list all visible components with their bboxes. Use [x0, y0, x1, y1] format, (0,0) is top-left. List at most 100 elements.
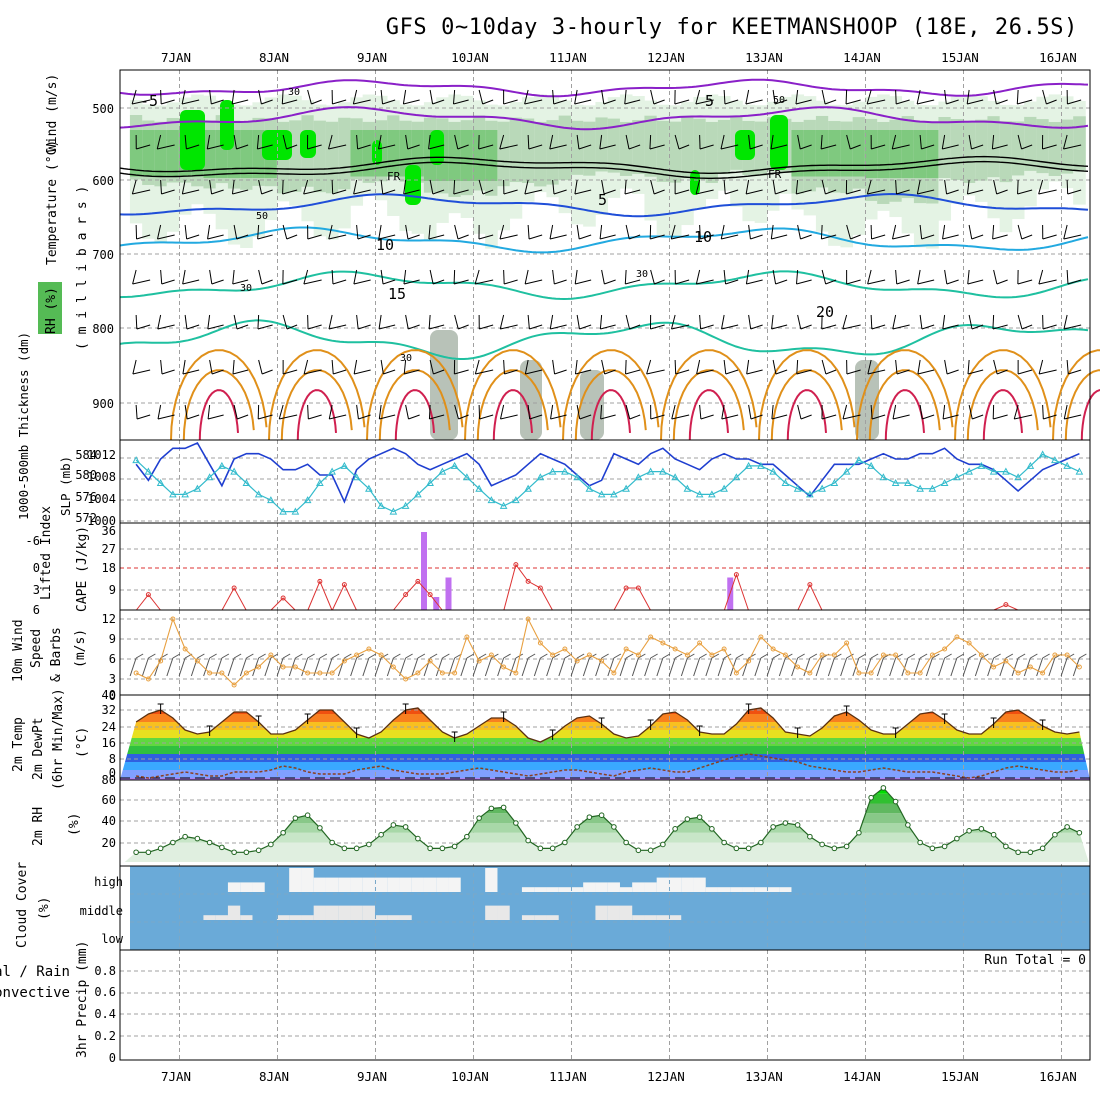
- rh-high-fill: [262, 130, 292, 160]
- wind-barb: [232, 189, 249, 195]
- date-label: 11JAN: [549, 50, 587, 65]
- wind-barb: [233, 224, 238, 240]
- cloud-high-bar: [546, 887, 559, 892]
- wind-barb: [720, 134, 725, 150]
- rh-marker: [611, 824, 617, 830]
- thickness-marker: [708, 490, 716, 498]
- wind-barb: [720, 144, 739, 150]
- thickness-marker: [193, 484, 202, 492]
- wind-barb: [478, 89, 484, 105]
- wind-barb: [261, 99, 273, 105]
- temp-contour: [296, 389, 337, 441]
- wind-barb: [867, 189, 886, 195]
- rh-marker: [1027, 849, 1034, 856]
- thickness-marker: [144, 467, 153, 475]
- wind-axis-unit: (m/s): [73, 629, 88, 668]
- wind-speed-marker: [635, 652, 641, 658]
- rh-marker: [537, 845, 544, 852]
- wind-tick: 9: [109, 632, 116, 646]
- wind-barb: [917, 369, 935, 375]
- wind-barb: [772, 269, 777, 285]
- wind-speed-marker: [942, 646, 948, 652]
- wind-barb: [656, 657, 664, 677]
- wind-barb: [132, 359, 137, 375]
- wind-barb: [380, 359, 384, 375]
- wind-barb: [946, 279, 959, 285]
- wind-barb: [504, 369, 518, 375]
- thickness-marker: [720, 484, 728, 492]
- cloud-middle-bar: [497, 905, 510, 920]
- rh-high-fill: [220, 100, 234, 150]
- temp-contour: [119, 319, 1089, 360]
- wind-barb: [184, 314, 188, 330]
- wind-barb: [625, 224, 630, 240]
- date-label: 14JAN: [843, 1069, 881, 1084]
- wind-barb: [303, 189, 322, 195]
- wind-barb: [354, 369, 371, 375]
- temp-contour: [198, 389, 239, 441]
- wind-barb: [331, 269, 334, 285]
- wind-barb: [1030, 653, 1038, 659]
- wind-barb: [992, 314, 995, 330]
- wind-barb: [332, 279, 347, 285]
- wind-barb: [842, 314, 848, 330]
- wind-barb: [745, 179, 750, 195]
- contour-label: 30: [636, 269, 648, 280]
- wind-barb: [824, 99, 837, 105]
- wind-speed-marker: [660, 640, 666, 646]
- wind-barb: [628, 144, 641, 150]
- wind-barb: [257, 234, 273, 240]
- cloud-high-bar: [730, 887, 743, 892]
- wind-barb: [876, 657, 884, 677]
- wind-barb: [601, 269, 605, 285]
- wind-barb: [1066, 179, 1069, 195]
- wind-barb: [942, 224, 946, 240]
- wind-barb: [428, 224, 431, 240]
- wind-barb: [699, 653, 707, 659]
- wind-barb: [746, 359, 750, 375]
- wind-barb: [457, 234, 469, 240]
- rh-marker: [219, 844, 225, 851]
- wind-barb: [453, 99, 469, 105]
- wind-speed-marker: [574, 658, 580, 664]
- wind-speed-marker: [550, 652, 556, 658]
- wind-barb: [993, 359, 998, 375]
- wind-barb: [331, 359, 334, 375]
- wind-barb: [700, 234, 714, 240]
- rh-marker: [868, 794, 874, 801]
- top-date-labels: 7JAN 8JAN 9JAN 10JAN 11JAN 12JAN 13JAN 1…: [161, 50, 1077, 65]
- wind-barb: [675, 369, 690, 375]
- wind-barb: [1023, 657, 1031, 677]
- wind-barb: [282, 653, 291, 659]
- wind-barb: [356, 404, 359, 420]
- wind-barb: [1067, 99, 1082, 105]
- wind-barb: [1011, 657, 1019, 677]
- rh-fill: [681, 117, 694, 179]
- lifted-index-marker: [427, 592, 433, 598]
- wind-barb: [136, 234, 151, 240]
- wind-barb: [654, 279, 665, 285]
- thickness-marker: [1014, 473, 1022, 481]
- wind-barb: [725, 369, 739, 375]
- cloud-high-bar: [570, 887, 584, 892]
- wind-barb: [797, 134, 801, 150]
- rh-fill: [987, 116, 1001, 178]
- wind-barb: [135, 653, 144, 659]
- thickness-marker: [499, 501, 508, 509]
- thickness-marker: [536, 473, 545, 481]
- wind-barb: [353, 189, 371, 195]
- rh-marker: [831, 845, 838, 852]
- cloud-high-bar: [595, 882, 608, 892]
- wind-barb: [845, 99, 861, 105]
- contour-label: 5: [705, 92, 714, 110]
- cloud-level-label: middle: [80, 904, 123, 918]
- date-label: 12JAN: [647, 1069, 685, 1084]
- thickness-marker: [242, 478, 251, 486]
- wind-barb: [956, 653, 965, 659]
- temp-band: [120, 754, 1090, 762]
- date-label: 8JAN: [259, 1069, 289, 1084]
- wind-barb: [625, 359, 627, 375]
- cloud-middle-bar: [485, 905, 498, 920]
- date-label: 9JAN: [357, 50, 387, 65]
- wind-barb: [650, 269, 655, 285]
